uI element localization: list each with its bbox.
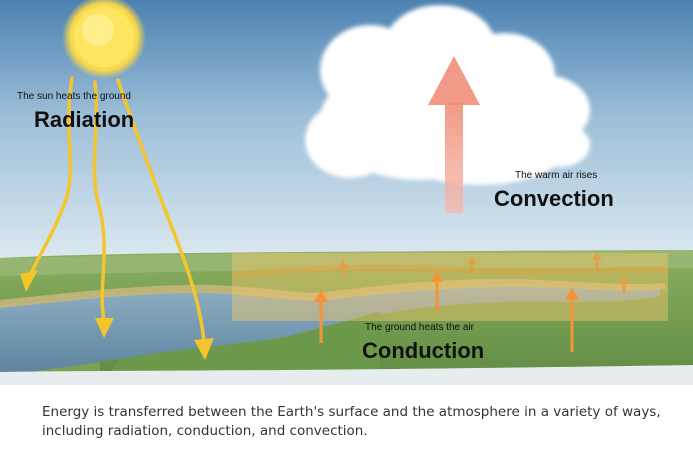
conduction-arrow-6 (592, 251, 602, 270)
conduction-arrow-4 (338, 259, 348, 276)
conduction-arrow-5 (467, 255, 477, 272)
diagram-description: Energy is transferred between the Earth'… (42, 404, 661, 439)
diagram-scene: The sun heats the ground Radiation The w… (0, 0, 693, 385)
scene-illustration (0, 0, 693, 385)
conduction-title: Conduction (362, 338, 485, 363)
far-field (0, 250, 693, 276)
conduction-caption: The ground heats the air (365, 322, 474, 333)
conduction-arrow-1 (314, 290, 328, 343)
radiation-caption: The sun heats the ground (17, 91, 131, 102)
convection-arrow (428, 56, 480, 213)
river (0, 284, 660, 375)
radiation-arrowheads (20, 270, 214, 360)
conduction-arrow-7 (619, 275, 629, 294)
convection-caption: The warm air rises (515, 170, 598, 181)
conduction-arrow-3 (565, 288, 579, 352)
ray-1 (28, 76, 74, 277)
radiation-title: Radiation (34, 107, 135, 132)
ray-3 (116, 78, 206, 344)
conduction-zone (232, 253, 668, 321)
cloud (305, 5, 590, 185)
convection-title: Convection (494, 186, 614, 211)
conduction-arrows (314, 251, 629, 352)
ray-2 (92, 80, 106, 322)
river-bank (0, 279, 666, 308)
conduction-arrow-2 (431, 271, 443, 312)
radiation-rays (28, 76, 206, 344)
